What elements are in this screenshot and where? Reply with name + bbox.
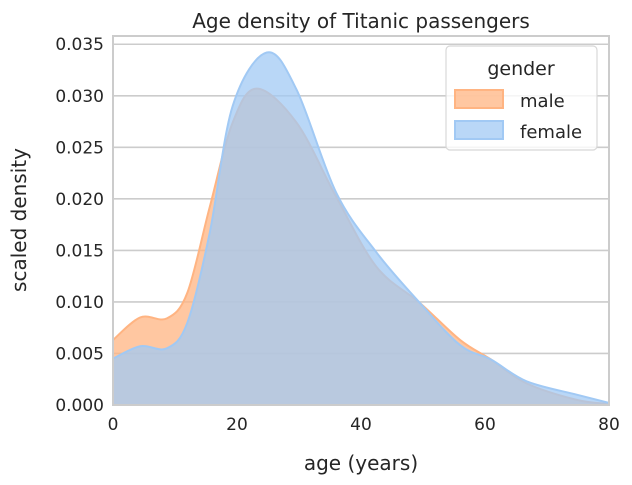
legend-swatch-female xyxy=(454,120,504,140)
x-tick-labels: 0 20 40 60 80 xyxy=(108,415,620,435)
x-tick-label: 80 xyxy=(598,415,620,435)
legend-label-female: female xyxy=(520,122,582,143)
y-tick-label: 0.035 xyxy=(55,35,104,55)
chart-title: Age density of Titanic passengers xyxy=(192,9,530,33)
x-tick-label: 20 xyxy=(226,415,248,435)
x-tick-label: 40 xyxy=(350,415,372,435)
y-tick-label: 0.030 xyxy=(55,87,104,107)
legend-swatch-male xyxy=(454,89,504,109)
x-tick-label: 60 xyxy=(474,415,496,435)
y-tick-label: 0.000 xyxy=(55,396,104,416)
legend-title: gender xyxy=(487,58,555,80)
legend-label-male: male xyxy=(520,91,565,112)
x-axis-label: age (years) xyxy=(304,451,418,475)
legend: gender male female xyxy=(445,45,598,151)
y-tick-labels: 0.000 0.005 0.010 0.015 0.020 0.025 0.030 0.035 xyxy=(55,35,104,416)
density-area-female xyxy=(112,51,610,406)
y-axis-label: scaled density xyxy=(7,148,31,292)
y-tick-label: 0.025 xyxy=(55,138,104,158)
plot-frame xyxy=(112,35,610,406)
density-areas xyxy=(112,51,610,406)
y-tick-label: 0.015 xyxy=(55,241,104,261)
y-tick-label: 0.005 xyxy=(55,344,104,364)
y-tick-label: 0.010 xyxy=(55,293,104,313)
x-tick-label: 0 xyxy=(108,415,119,435)
y-tick-label: 0.020 xyxy=(55,190,104,210)
